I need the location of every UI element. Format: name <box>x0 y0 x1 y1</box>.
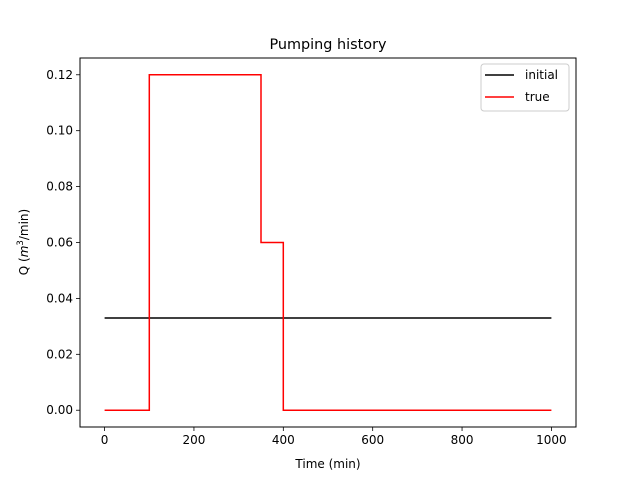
legend: initial true <box>480 63 570 112</box>
y-tick-label: 0.00 <box>46 403 73 417</box>
x-axis-label: Time (min) <box>294 457 360 471</box>
legend-label-true: true <box>525 90 550 104</box>
y-axis-label-prefix: Q ( <box>17 257 31 275</box>
x-axis: 0 200 400 600 800 1000 <box>101 427 567 447</box>
y-axis: 0.00 0.02 0.04 0.06 0.08 0.10 0.12 <box>46 68 80 417</box>
x-tick-label: 800 <box>451 433 474 447</box>
plot-frame <box>79 57 577 428</box>
x-tick-label: 400 <box>272 433 295 447</box>
y-tick-label: 0.12 <box>46 68 73 82</box>
y-axis-label: Q (m3/min) <box>16 209 31 275</box>
y-axis-label-var: m <box>17 246 31 258</box>
x-tick-label: 1000 <box>536 433 567 447</box>
y-axis-label-suffix: /min) <box>17 209 31 240</box>
y-tick-label: 0.04 <box>46 291 73 305</box>
x-tick-label: 200 <box>182 433 205 447</box>
y-axis-label-exponent: 3 <box>16 240 26 245</box>
y-tick-label: 0.10 <box>46 124 73 138</box>
y-tick-label: 0.06 <box>46 236 73 250</box>
x-tick-label: 0 <box>101 433 109 447</box>
y-tick-label: 0.08 <box>46 180 73 194</box>
legend-label-initial: initial <box>525 68 558 82</box>
y-tick-label: 0.02 <box>46 347 73 361</box>
x-tick-label: 600 <box>361 433 384 447</box>
plot-lines <box>104 74 552 411</box>
chart-title: Pumping history <box>269 37 387 53</box>
series-line-true <box>104 74 552 411</box>
